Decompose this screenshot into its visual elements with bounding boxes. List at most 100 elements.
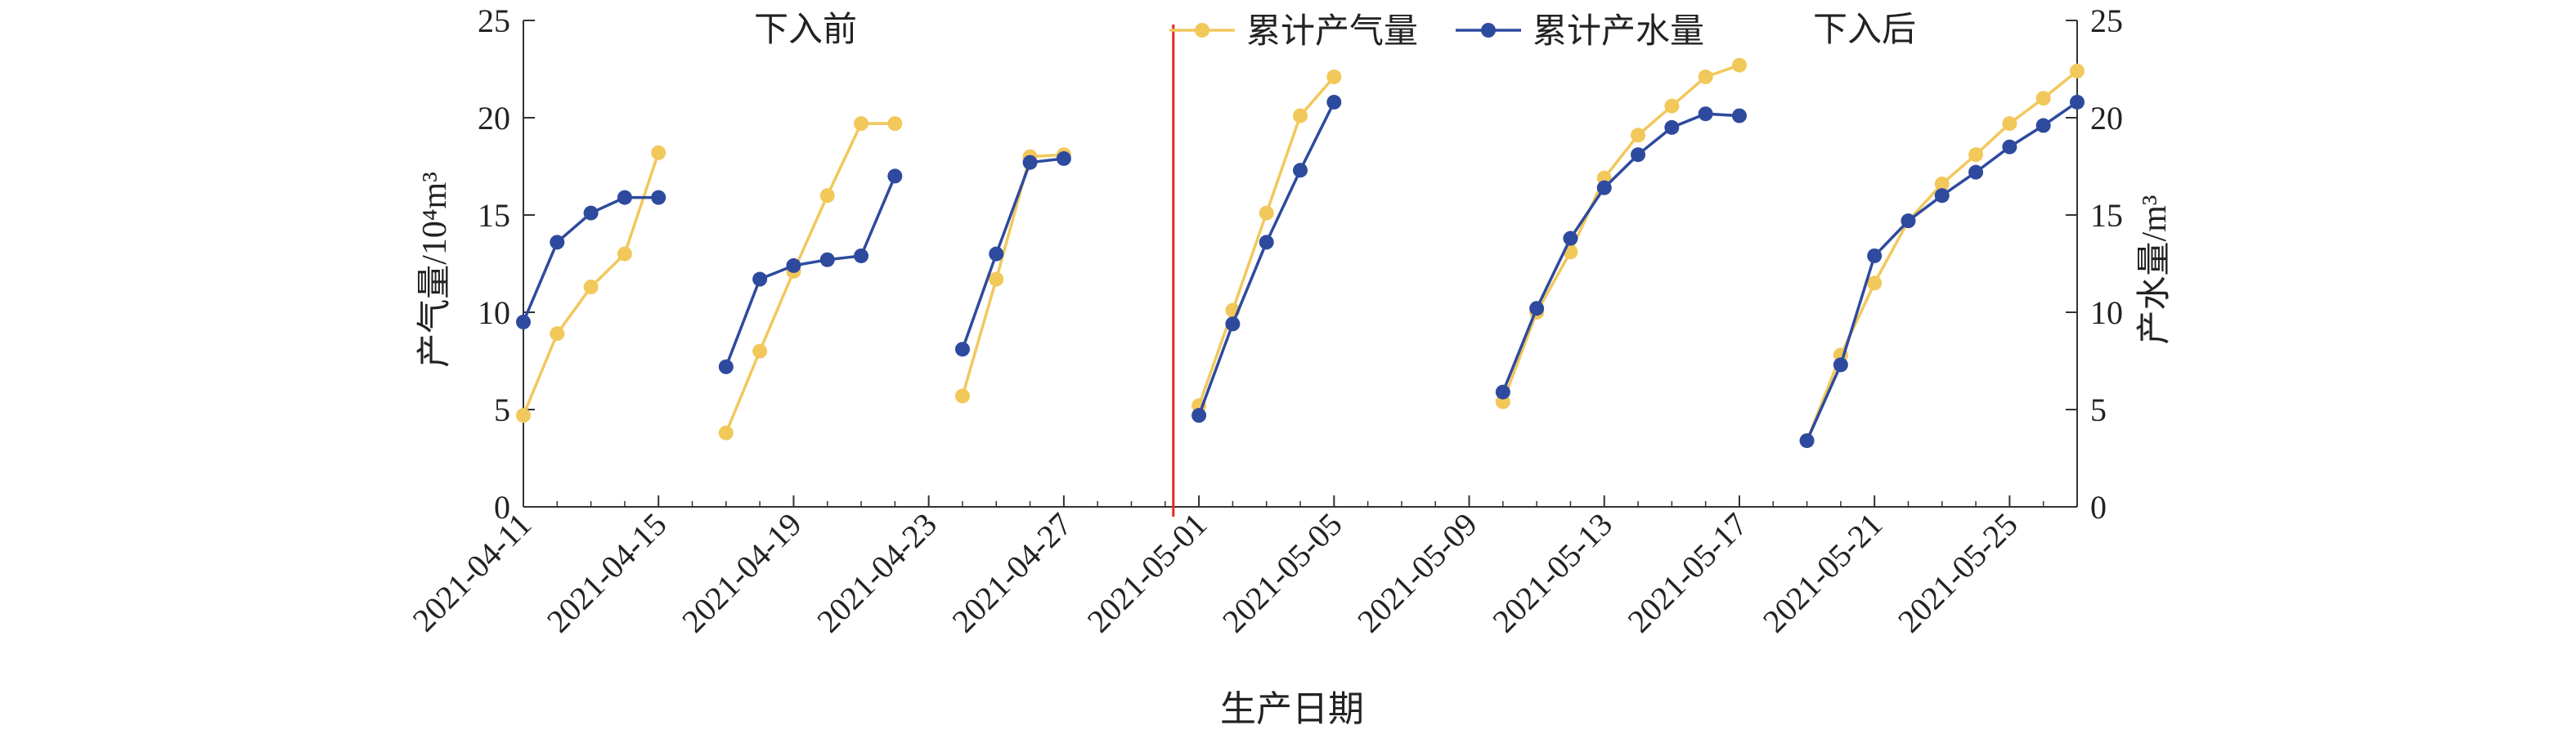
data-point-gas — [1698, 69, 1713, 85]
y-axis-title-right: 产水量/m³ — [2136, 195, 2174, 345]
data-point-gas — [1293, 108, 1308, 123]
data-point-water — [1901, 213, 1916, 229]
data-point-gas — [1968, 147, 1984, 163]
legend: 累计产气量 累计产水量 — [1169, 13, 1704, 51]
x-axis-title: 生产日期 — [1220, 689, 1364, 729]
data-point-gas — [2035, 91, 2051, 106]
series-line-gas — [725, 122, 895, 434]
data-point-water — [1563, 231, 1578, 246]
data-point-water — [583, 205, 599, 221]
y-tick-label-right: 15 — [2090, 197, 2123, 234]
x-tick-label: 2021-04-23 — [810, 506, 944, 640]
data-point-water — [1495, 384, 1510, 400]
series-line-water — [1197, 101, 1335, 416]
annotation-after: 下入后 — [1813, 11, 1916, 49]
x-tick-label: 2021-05-17 — [1621, 506, 1755, 640]
y-tick-label-right: 5 — [2090, 392, 2107, 428]
x-tick-label: 2021-05-13 — [1485, 506, 1619, 640]
y-tick-label-left: 15 — [478, 197, 510, 234]
data-point-gas — [1934, 176, 1950, 191]
data-point-water — [718, 359, 734, 374]
x-tick-label: 2021-05-09 — [1350, 506, 1484, 640]
x-tick-label: 2021-04-19 — [675, 506, 809, 640]
x-tick-label: 2021-05-01 — [1080, 506, 1214, 640]
data-point-gas — [651, 145, 666, 160]
data-point-water — [1022, 155, 1038, 170]
data-point-water — [550, 235, 565, 250]
data-point-water — [516, 314, 531, 329]
data-point-gas — [1326, 69, 1342, 85]
data-point-water — [989, 246, 1004, 262]
data-point-gas — [516, 408, 531, 423]
data-point-gas — [550, 326, 565, 342]
data-point-water — [1596, 180, 1612, 195]
annotation-before: 下入前 — [754, 11, 857, 49]
data-point-water — [819, 252, 835, 267]
y-tick-label-right: 25 — [2090, 2, 2123, 39]
data-point-gas — [752, 343, 768, 359]
data-point-gas — [989, 271, 1004, 287]
data-point-gas — [718, 425, 734, 441]
data-point-water — [1631, 147, 1646, 163]
data-point-water — [1833, 357, 1848, 373]
y-tick-label-right: 20 — [2090, 100, 2123, 137]
y-tick-label-left: 10 — [478, 294, 510, 331]
data-point-gas — [1731, 57, 1747, 73]
data-point-water — [2070, 94, 2085, 110]
x-tick-label: 2021-04-27 — [945, 506, 1079, 640]
data-point-gas — [887, 116, 903, 132]
data-point-water — [752, 271, 768, 287]
data-point-gas — [2070, 63, 2085, 78]
data-point-water — [786, 258, 801, 273]
data-point-water — [887, 168, 903, 184]
data-point-gas — [954, 388, 970, 404]
data-point-gas — [1664, 98, 1680, 114]
x-tick-label: 2021-05-21 — [1756, 506, 1890, 640]
data-point-water — [1293, 163, 1308, 178]
data-point-water — [954, 342, 970, 357]
x-tick-label: 2021-04-15 — [540, 506, 674, 640]
data-point-water — [1529, 301, 1545, 316]
data-point-gas — [1867, 275, 1883, 291]
data-point-water — [1799, 433, 1815, 449]
data-point-water — [1731, 108, 1747, 123]
series-line-gas — [1501, 64, 1740, 403]
data-point-water — [1192, 408, 1207, 423]
labels-group: 下入前 下入后 生产日期 产气量/10⁴m³ 产水量/m³ — [416, 11, 2174, 729]
y-tick-label-right: 10 — [2090, 294, 2123, 331]
series-group — [516, 57, 2085, 449]
x-tick-label: 2021-05-05 — [1215, 506, 1349, 640]
series-line-water — [961, 157, 1065, 350]
data-point-gas — [617, 246, 632, 262]
y-tick-label-left: 25 — [478, 2, 510, 39]
data-point-water — [1326, 94, 1342, 110]
data-point-water — [651, 190, 666, 205]
data-point-water — [2002, 139, 2017, 155]
data-point-water — [1664, 119, 1680, 135]
axes-group: 0 5 10 15 20 25 0 5 10 15 20 25 2021-04-11 2021-04-15… — [406, 2, 2123, 639]
y-tick-label-left: 0 — [494, 489, 510, 526]
data-point-gas — [819, 188, 835, 204]
data-point-gas — [1259, 205, 1274, 221]
data-point-gas — [2002, 116, 2017, 132]
x-tick-label: 2021-04-11 — [406, 506, 539, 639]
data-point-water — [1056, 150, 1071, 166]
legend-label-gas: 累计产气量 — [1246, 13, 1418, 51]
y-tick-label-left: 20 — [478, 100, 510, 137]
y-tick-label-right: 0 — [2090, 489, 2107, 526]
data-point-water — [617, 190, 632, 205]
legend-label-water: 累计产水量 — [1533, 13, 1704, 51]
data-point-water — [1225, 316, 1241, 332]
data-point-water — [1698, 106, 1713, 122]
data-point-water — [2035, 118, 2051, 133]
series-line-water — [725, 175, 896, 368]
y-tick-label-left: 5 — [494, 392, 510, 428]
data-point-water — [1259, 235, 1274, 250]
data-point-water — [1968, 164, 1984, 180]
data-point-gas — [583, 280, 599, 295]
y-axis-title-left: 产气量/10⁴m³ — [416, 172, 454, 368]
series-line-gas — [961, 153, 1065, 396]
legend-marker-water — [1481, 23, 1496, 38]
